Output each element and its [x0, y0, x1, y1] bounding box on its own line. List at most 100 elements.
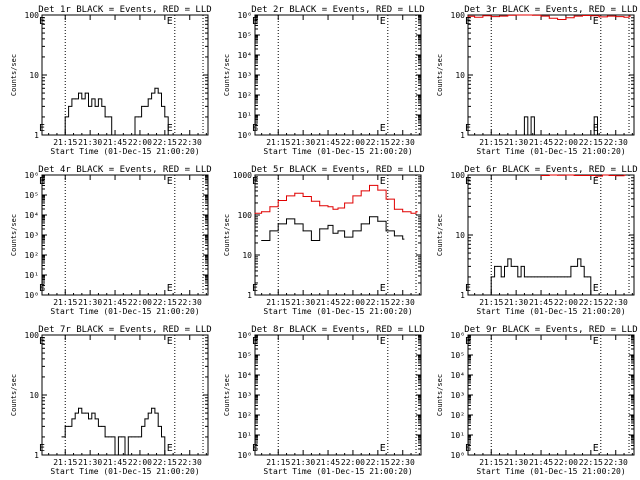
- y-tick-label: 10⁵: [238, 31, 252, 40]
- series-point: [104, 436, 106, 438]
- series-point: [514, 265, 515, 267]
- series-point: [582, 15, 583, 16]
- panel-det-3: Det 3r BLACK = Events, RED = LLD 1 10 100 21…: [436, 5, 638, 156]
- series-point: [332, 208, 334, 210]
- event-marker-top: E: [167, 16, 173, 27]
- x-tick-label: 21:45: [103, 138, 127, 147]
- series-point: [385, 230, 387, 232]
- x-axis-label: Start Time (01-Dec-15 21:00:20): [50, 467, 199, 476]
- series-point: [360, 223, 362, 225]
- series-point: [151, 92, 153, 94]
- y-axis-label: Counts/sec: [223, 214, 231, 256]
- y-tick-label: 100: [451, 11, 466, 20]
- y-tick-label: 10⁶: [238, 331, 252, 340]
- series-point: [302, 196, 304, 197]
- series-point: [161, 105, 162, 107]
- x-tick-label: 22:15: [579, 138, 603, 147]
- y-tick-label: 10: [29, 71, 39, 80]
- series-point: [107, 436, 109, 438]
- y-axis-label: Counts/sec: [436, 374, 444, 416]
- y-tick-label: 100: [25, 11, 40, 20]
- series-point: [369, 216, 370, 218]
- event-marker-bottom: E: [593, 443, 599, 454]
- series-point: [114, 134, 116, 136]
- x-tick-label: 22:30: [178, 458, 202, 467]
- series-point: [286, 218, 287, 220]
- x-tick-label: 21:30: [291, 138, 315, 147]
- series-point: [107, 116, 109, 118]
- series-events-line: [61, 407, 170, 456]
- event-marker-bottom: E: [380, 283, 386, 294]
- event-marker-bottom: E: [465, 123, 471, 134]
- series-point: [490, 276, 492, 278]
- x-axis-label: Start Time (01-Dec-15 21:00:20): [263, 467, 412, 476]
- series-point: [337, 207, 339, 209]
- series-point: [548, 17, 550, 19]
- series-point: [121, 134, 123, 136]
- y-tick-label: 10⁴: [25, 211, 39, 220]
- series-point: [487, 294, 489, 296]
- x-tick-label: 22:00: [128, 298, 152, 307]
- event-marker-top: E: [39, 16, 45, 27]
- series-point: [507, 14, 509, 16]
- series-point: [117, 436, 119, 438]
- event-marker-top: E: [252, 176, 258, 187]
- plot-frame: [254, 14, 422, 136]
- x-tick-label: 21:45: [529, 138, 553, 147]
- series-point: [548, 174, 550, 176]
- series-point: [504, 265, 505, 267]
- series-point: [332, 232, 334, 234]
- event-marker-top: E: [465, 176, 471, 187]
- y-axis-label: Counts/sec: [436, 54, 444, 96]
- series-point: [68, 425, 70, 427]
- event-marker-top: E: [593, 16, 599, 27]
- series-point: [560, 276, 562, 278]
- series-point: [573, 265, 575, 267]
- x-tick-label: 21:45: [103, 298, 127, 307]
- series-point: [597, 134, 598, 136]
- series-point: [567, 276, 569, 278]
- y-tick-label: 10⁵: [238, 351, 252, 360]
- series-point: [595, 175, 597, 177]
- y-tick-label: 10: [29, 391, 39, 400]
- y-axis-label: Counts/sec: [10, 374, 18, 416]
- series-point: [537, 276, 539, 278]
- series-point: [94, 105, 96, 107]
- y-axis-label: Counts/sec: [10, 214, 18, 256]
- x-axis-label: Start Time (01-Dec-15 21:00:20): [50, 307, 199, 316]
- series-point: [117, 134, 119, 136]
- series-point: [319, 228, 321, 230]
- event-marker-bottom: E: [252, 283, 258, 294]
- event-marker-top: E: [39, 176, 45, 187]
- series-point: [64, 116, 66, 118]
- series-point: [563, 276, 565, 278]
- event-marker-bottom: E: [593, 123, 599, 134]
- x-tick-label: 22:30: [604, 298, 628, 307]
- event-marker-top: E: [380, 176, 386, 187]
- series-point: [88, 105, 89, 107]
- series-point: [167, 454, 169, 456]
- y-tick-label: 10⁰: [451, 451, 465, 460]
- y-axis-label: Counts/sec: [223, 374, 231, 416]
- series-point: [467, 15, 469, 17]
- x-tick-label: 21:15: [53, 458, 77, 467]
- y-tick-label: 10⁴: [238, 371, 252, 380]
- x-tick-label: 22:15: [579, 458, 603, 467]
- series-point: [269, 230, 271, 232]
- series-point: [615, 16, 617, 18]
- series-point: [565, 174, 567, 176]
- series-point: [171, 134, 172, 136]
- series-events-line: [61, 87, 174, 136]
- series-point: [557, 276, 559, 278]
- series-point: [393, 235, 395, 237]
- y-tick-label: 10⁵: [25, 191, 39, 200]
- x-tick-label: 21:30: [78, 458, 102, 467]
- panel-title: Det 2r BLACK = Events, RED = LLD: [251, 5, 424, 15]
- y-tick-label: 10²: [25, 251, 39, 260]
- event-marker-bottom: E: [167, 283, 173, 294]
- series-point: [587, 276, 588, 278]
- event-marker-top: E: [167, 176, 173, 187]
- series-point: [147, 412, 149, 414]
- y-tick-label: 1: [247, 291, 252, 300]
- series-point: [137, 436, 139, 438]
